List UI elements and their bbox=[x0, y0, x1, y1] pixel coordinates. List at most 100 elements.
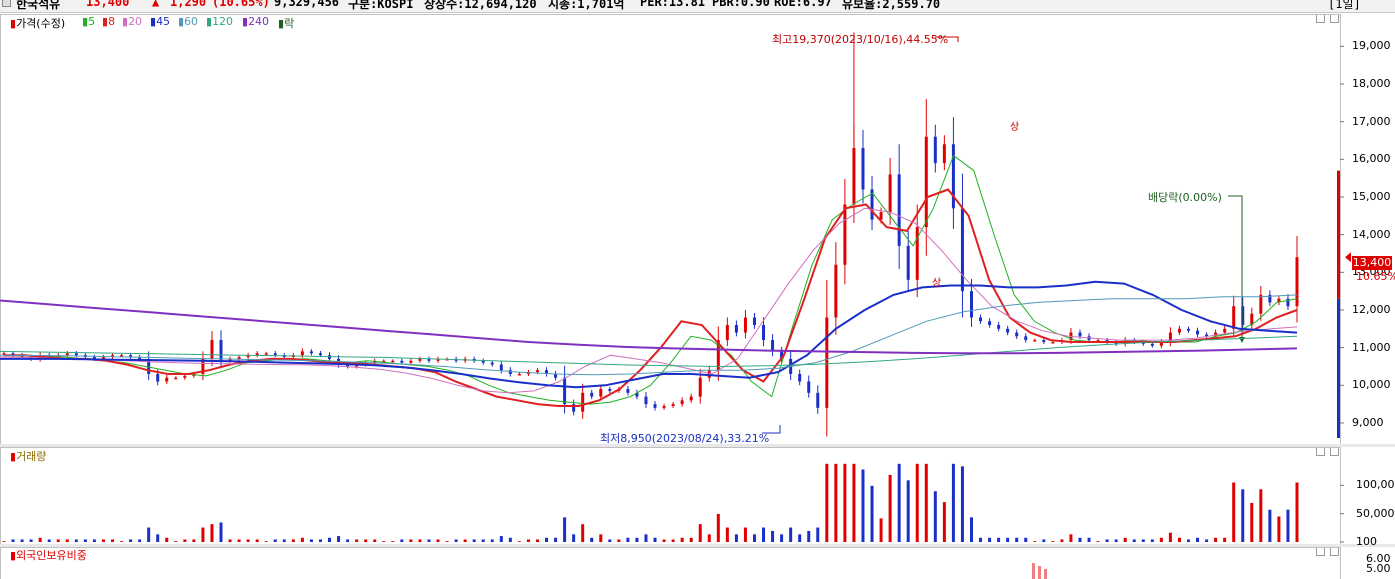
volume-bar bbox=[490, 539, 494, 542]
axis-rise-bar bbox=[1337, 170, 1340, 299]
volume-bar bbox=[436, 539, 440, 542]
candle-body bbox=[92, 357, 96, 359]
volume-bar bbox=[1078, 537, 1082, 542]
volume-bar bbox=[608, 539, 612, 542]
volume-bar bbox=[526, 539, 530, 542]
volume-bar bbox=[924, 463, 928, 542]
volume-bar bbox=[825, 463, 829, 542]
axis-fall-bar bbox=[1337, 298, 1340, 438]
ma-legend-item-120[interactable]: ▮120 bbox=[206, 15, 233, 28]
volume-bar bbox=[409, 539, 413, 542]
price-tick-label: 18,000 bbox=[1352, 77, 1391, 91]
candle-body bbox=[111, 355, 115, 358]
candle-body bbox=[1159, 341, 1163, 346]
period-selector[interactable]: [1일] bbox=[1328, 0, 1361, 11]
candle-body bbox=[1250, 313, 1254, 326]
volume-bar bbox=[897, 463, 901, 542]
price-tick-label: 11,000 bbox=[1352, 340, 1391, 354]
candle-body bbox=[725, 325, 729, 341]
ma-legend-item-45[interactable]: ▮45 bbox=[150, 15, 170, 28]
candle-body bbox=[391, 360, 395, 363]
volume-bar bbox=[1042, 539, 1046, 542]
ma-line-240 bbox=[0, 299, 1298, 355]
volume-bar bbox=[517, 541, 521, 542]
candle-body bbox=[210, 340, 214, 359]
candle-body bbox=[1241, 306, 1245, 326]
volume-bar bbox=[29, 539, 33, 542]
stock-name[interactable]: 한국석유 bbox=[16, 0, 61, 11]
volume-bar bbox=[255, 539, 259, 542]
candle-body bbox=[1205, 334, 1209, 337]
candle-body bbox=[65, 353, 69, 356]
volume-bar bbox=[2, 541, 6, 542]
candle-body bbox=[481, 360, 485, 363]
candle-body bbox=[490, 362, 494, 365]
candle-body bbox=[563, 377, 567, 405]
ma-legend-item-8[interactable]: ▮8 bbox=[102, 15, 115, 28]
candle-body bbox=[997, 325, 1001, 329]
volume-bar bbox=[282, 539, 286, 542]
candle-body bbox=[138, 357, 142, 359]
ma-legend-item-락[interactable]: ▮락 bbox=[278, 15, 294, 31]
ma-legend-label: 락 bbox=[284, 17, 295, 30]
volume-bar bbox=[183, 539, 187, 542]
volume-bar bbox=[1069, 534, 1073, 542]
volume-bar bbox=[1168, 532, 1172, 542]
candle-body bbox=[979, 317, 983, 322]
volume-title-text: 거래량 bbox=[16, 450, 47, 463]
candle-body bbox=[653, 404, 657, 408]
volume-bar bbox=[1150, 539, 1154, 542]
volume-bar bbox=[626, 537, 630, 542]
volume-bar bbox=[635, 537, 639, 542]
volume-bar bbox=[56, 539, 60, 542]
volume-bar bbox=[951, 463, 955, 542]
foreign-panel-frame bbox=[0, 547, 1341, 579]
candle-body bbox=[680, 400, 684, 405]
candle-body bbox=[409, 360, 413, 363]
volume-bar bbox=[120, 541, 124, 542]
volume-bar bbox=[445, 541, 449, 542]
candle-body bbox=[870, 189, 874, 220]
candle-body bbox=[960, 208, 964, 292]
volume-bar bbox=[499, 536, 503, 542]
per-value: PER:13.81 bbox=[640, 0, 706, 9]
candle-body bbox=[888, 174, 892, 213]
candle-body bbox=[933, 136, 937, 164]
price-legend[interactable]: ▮가격(수정) bbox=[10, 15, 65, 31]
volume-bar bbox=[1214, 537, 1218, 542]
ma-legend-item-240[interactable]: ▮240 bbox=[242, 15, 269, 28]
candle-body bbox=[743, 317, 747, 333]
candle-body bbox=[545, 370, 549, 374]
ma-legend-item-20[interactable]: ▮20 bbox=[122, 15, 142, 28]
volume-bar bbox=[933, 491, 937, 542]
candle-body bbox=[861, 148, 865, 190]
volume-tick-label: 100,000 bbox=[1356, 478, 1395, 492]
candle-body bbox=[1232, 306, 1236, 329]
candle-body bbox=[1006, 328, 1010, 333]
candle-body bbox=[906, 245, 910, 280]
panel-divider-1 bbox=[0, 444, 1395, 447]
volume-bar bbox=[671, 539, 675, 542]
volume-bar bbox=[563, 517, 567, 542]
candle-body bbox=[1196, 330, 1200, 335]
candle-body bbox=[1295, 257, 1299, 307]
volume-bar bbox=[373, 539, 377, 542]
volume-bar bbox=[1259, 489, 1263, 542]
candle-body bbox=[300, 351, 304, 356]
candle-body bbox=[427, 358, 431, 361]
candle-body bbox=[74, 353, 78, 356]
volume-bar bbox=[391, 541, 395, 542]
low-annotation: 최저8,950(2023/08/24),33.21% bbox=[600, 432, 770, 445]
volume-bar bbox=[1105, 539, 1109, 542]
candle-body bbox=[1259, 294, 1263, 314]
ma-legend-item-5[interactable]: ▮5 bbox=[82, 15, 95, 28]
candle-body bbox=[508, 370, 512, 374]
candle-body bbox=[1015, 332, 1019, 337]
volume-bar bbox=[1232, 482, 1236, 542]
ma-legend-item-60[interactable]: ▮60 bbox=[178, 15, 198, 28]
retention-ratio: 유보율:2,559.70 bbox=[842, 0, 941, 11]
volume-bar bbox=[1033, 541, 1037, 542]
ma-legend-label: 240 bbox=[248, 15, 270, 28]
candle-body bbox=[1033, 340, 1037, 342]
